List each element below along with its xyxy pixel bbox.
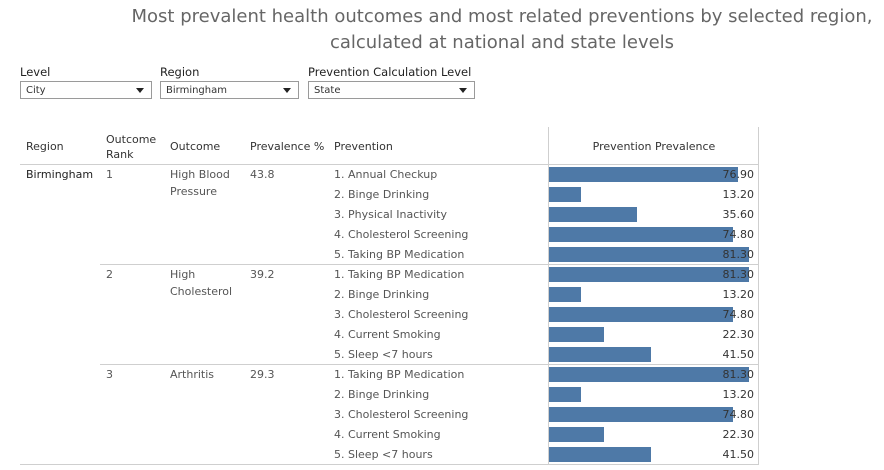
chevron-down-icon	[136, 88, 144, 93]
outcome-name: Arthritis	[170, 368, 215, 381]
prevention-value: 81.30	[722, 268, 755, 281]
region-filter-label: Region	[160, 65, 200, 79]
prevention-value: 13.20	[722, 388, 755, 401]
outcome-name: High Cholesterol	[170, 268, 233, 298]
prevention-name: 4. Cholesterol Screening	[334, 228, 469, 241]
prevention-value: 22.30	[722, 328, 755, 341]
header-region: Region	[26, 140, 64, 153]
prevention-value: 35.60	[722, 208, 755, 221]
prevention-value: 74.80	[722, 228, 755, 241]
prevention-name: 5. Taking BP Medication	[334, 248, 465, 261]
level-select[interactable]: City	[20, 81, 152, 99]
prevention-value: 76.90	[722, 168, 755, 181]
outcome-prevalence: 43.8	[250, 168, 275, 181]
prevention-name: 3. Physical Inactivity	[334, 208, 447, 221]
prevention-name: 3. Cholesterol Screening	[334, 408, 469, 421]
divider	[20, 464, 759, 465]
prevention-bar	[549, 207, 637, 222]
group-divider	[100, 264, 759, 265]
header-outcome: Outcome	[170, 140, 221, 153]
chevron-down-icon	[283, 88, 291, 93]
prevention-name: 2. Binge Drinking	[334, 388, 430, 401]
prevention-value: 22.30	[722, 428, 755, 441]
prevention-value: 41.50	[722, 448, 755, 461]
prevention-name: 2. Binge Drinking	[334, 188, 430, 201]
prevention-bar	[549, 167, 738, 182]
prevention-level-select-value: State	[314, 85, 341, 96]
divider	[20, 164, 759, 165]
prevention-value: 81.30	[722, 368, 755, 381]
header-prevention: Prevention	[334, 140, 393, 153]
outcome-prevalence: 29.3	[250, 368, 275, 381]
region-cell: Birmingham	[26, 168, 94, 181]
prevention-level-select[interactable]: State	[308, 81, 475, 99]
header-prevention-prevalence: Prevention Prevalence	[592, 140, 716, 153]
prevention-name: 3. Cholesterol Screening	[334, 308, 469, 321]
prevention-name: 2. Binge Drinking	[334, 288, 430, 301]
prevention-value: 13.20	[722, 288, 755, 301]
outcome-rank: 3	[106, 368, 113, 381]
outcome-name: High Blood Pressure	[170, 168, 230, 198]
prevention-value: 74.80	[722, 308, 755, 321]
region-select[interactable]: Birmingham	[160, 81, 299, 99]
prevention-bar	[549, 327, 604, 342]
header-prevalence: Prevalence %	[250, 140, 325, 153]
prevention-bar	[549, 247, 749, 262]
prevention-bar	[549, 267, 749, 282]
outcome-prevalence: 39.2	[250, 268, 275, 281]
prevention-bar	[549, 287, 581, 302]
prevention-bar	[549, 387, 581, 402]
group-divider	[100, 364, 759, 365]
level-select-value: City	[26, 85, 46, 96]
prevention-bar	[549, 367, 749, 382]
dashboard-title: Most prevalent health outcomes and most …	[131, 6, 873, 53]
prevention-name: 4. Current Smoking	[334, 328, 441, 341]
region-filter[interactable]: Region Birmingham	[160, 65, 299, 99]
prevention-value: 74.80	[722, 408, 755, 421]
prevention-name: 1. Taking BP Medication	[334, 368, 465, 381]
prevention-value: 13.20	[722, 188, 755, 201]
prevention-level-filter-label: Prevention Calculation Level	[308, 65, 472, 79]
chevron-down-icon	[459, 88, 467, 93]
prevention-bar	[549, 187, 581, 202]
prevention-value: 41.50	[722, 348, 755, 361]
divider	[758, 127, 759, 465]
level-filter-label: Level	[20, 65, 51, 79]
prevention-name: 5. Sleep <7 hours	[334, 448, 433, 461]
prevention-bar	[549, 307, 733, 322]
prevention-name: 5. Sleep <7 hours	[334, 348, 433, 361]
prevention-bar	[549, 227, 733, 242]
header-outcome-rank: Outcome Rank	[106, 133, 157, 161]
prevention-name: 1. Taking BP Medication	[334, 268, 465, 281]
prevention-name: 4. Current Smoking	[334, 428, 441, 441]
outcome-rank: 2	[106, 268, 113, 281]
divider	[548, 127, 549, 465]
outcome-rank: 1	[106, 168, 113, 181]
prevention-name: 1. Annual Checkup	[334, 168, 438, 181]
prevention-level-filter[interactable]: Prevention Calculation Level State	[308, 65, 475, 99]
prevention-bar	[549, 347, 651, 362]
region-select-value: Birmingham	[166, 85, 227, 96]
prevention-value: 81.30	[722, 248, 755, 261]
prevention-bar	[549, 427, 604, 442]
level-filter[interactable]: Level City	[20, 65, 152, 99]
prevention-bar	[549, 447, 651, 462]
prevention-bar	[549, 407, 733, 422]
